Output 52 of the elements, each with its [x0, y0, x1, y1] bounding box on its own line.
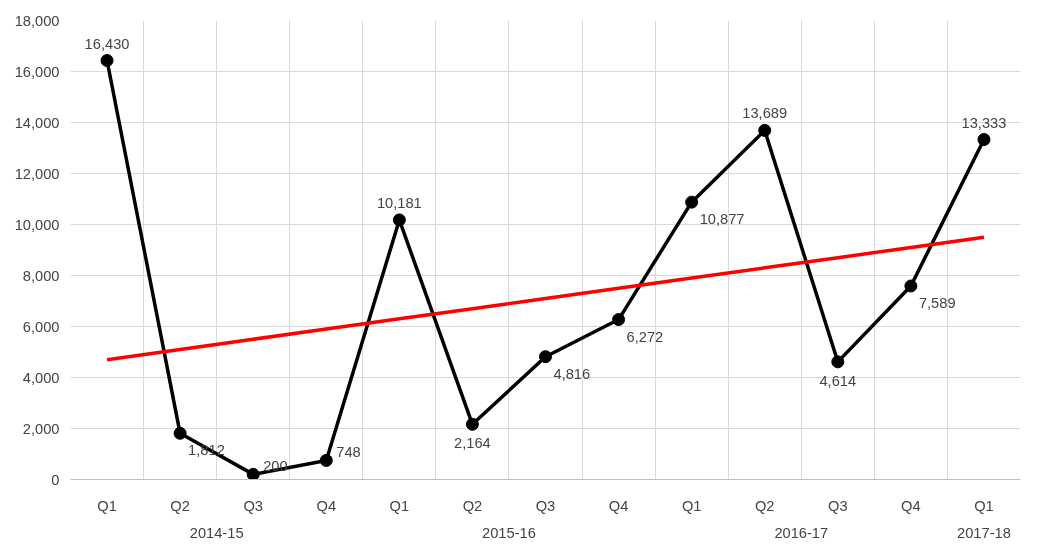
text: 4,816 [553, 365, 591, 382]
y-tick-label: 2,000 [22, 420, 60, 437]
text: 10,877 [699, 211, 745, 228]
x-tick-label: Q1 [389, 497, 410, 514]
y-tick-label: 4,000 [22, 369, 60, 386]
point [612, 313, 626, 327]
point [246, 467, 260, 480]
y-tick-label: 6,000 [22, 318, 60, 335]
text: 4,614 [819, 372, 857, 389]
point [465, 417, 479, 431]
text: 6,272 [626, 328, 664, 345]
point [831, 355, 845, 369]
text: 748 [336, 444, 361, 461]
point [758, 123, 772, 137]
text: 2,164 [454, 435, 491, 452]
point [539, 350, 552, 364]
y-tick-label: 8,000 [22, 267, 60, 284]
text: 7,589 [918, 294, 956, 311]
point [100, 54, 114, 68]
point [319, 453, 333, 467]
line-series [105, 235, 986, 362]
point [173, 426, 187, 440]
text: 2016-17 [774, 524, 829, 541]
x-tick-label: Q1 [681, 497, 702, 514]
text: 10,181 [376, 194, 422, 211]
text: 2015-16 [482, 524, 536, 541]
y-tick-label: 0 [51, 471, 60, 488]
text: 2014-15 [189, 524, 244, 541]
y-tick-label: 18,000 [14, 12, 60, 29]
point [685, 195, 699, 209]
x-tick-label: Q4 [901, 497, 921, 514]
y-tick-label: 14,000 [14, 114, 60, 131]
x-tick-label: Q4 [608, 497, 629, 514]
point [977, 133, 991, 146]
x-tick-label: Q2 [462, 497, 483, 514]
text: 13,333 [961, 114, 1007, 131]
x-tick-label: Q3 [828, 497, 848, 514]
text: 2017-18 [957, 524, 1011, 541]
text: 13,689 [742, 105, 788, 122]
x-tick-label: Q1 [974, 497, 994, 514]
y-tick-label: 16,000 [14, 63, 60, 80]
text: 16,430 [84, 35, 130, 52]
x-tick-label: Q3 [243, 497, 263, 514]
x-tick-label: Q1 [97, 497, 117, 514]
point [904, 279, 918, 293]
x-tick-label: Q4 [316, 497, 337, 514]
x-tick-label: Q2 [170, 497, 190, 514]
y-tick-label: 12,000 [14, 165, 60, 182]
y-tick-label: 10,000 [14, 216, 60, 233]
x-tick-label: Q3 [535, 497, 556, 514]
x-tick-label: Q2 [754, 497, 775, 514]
point [392, 213, 406, 227]
